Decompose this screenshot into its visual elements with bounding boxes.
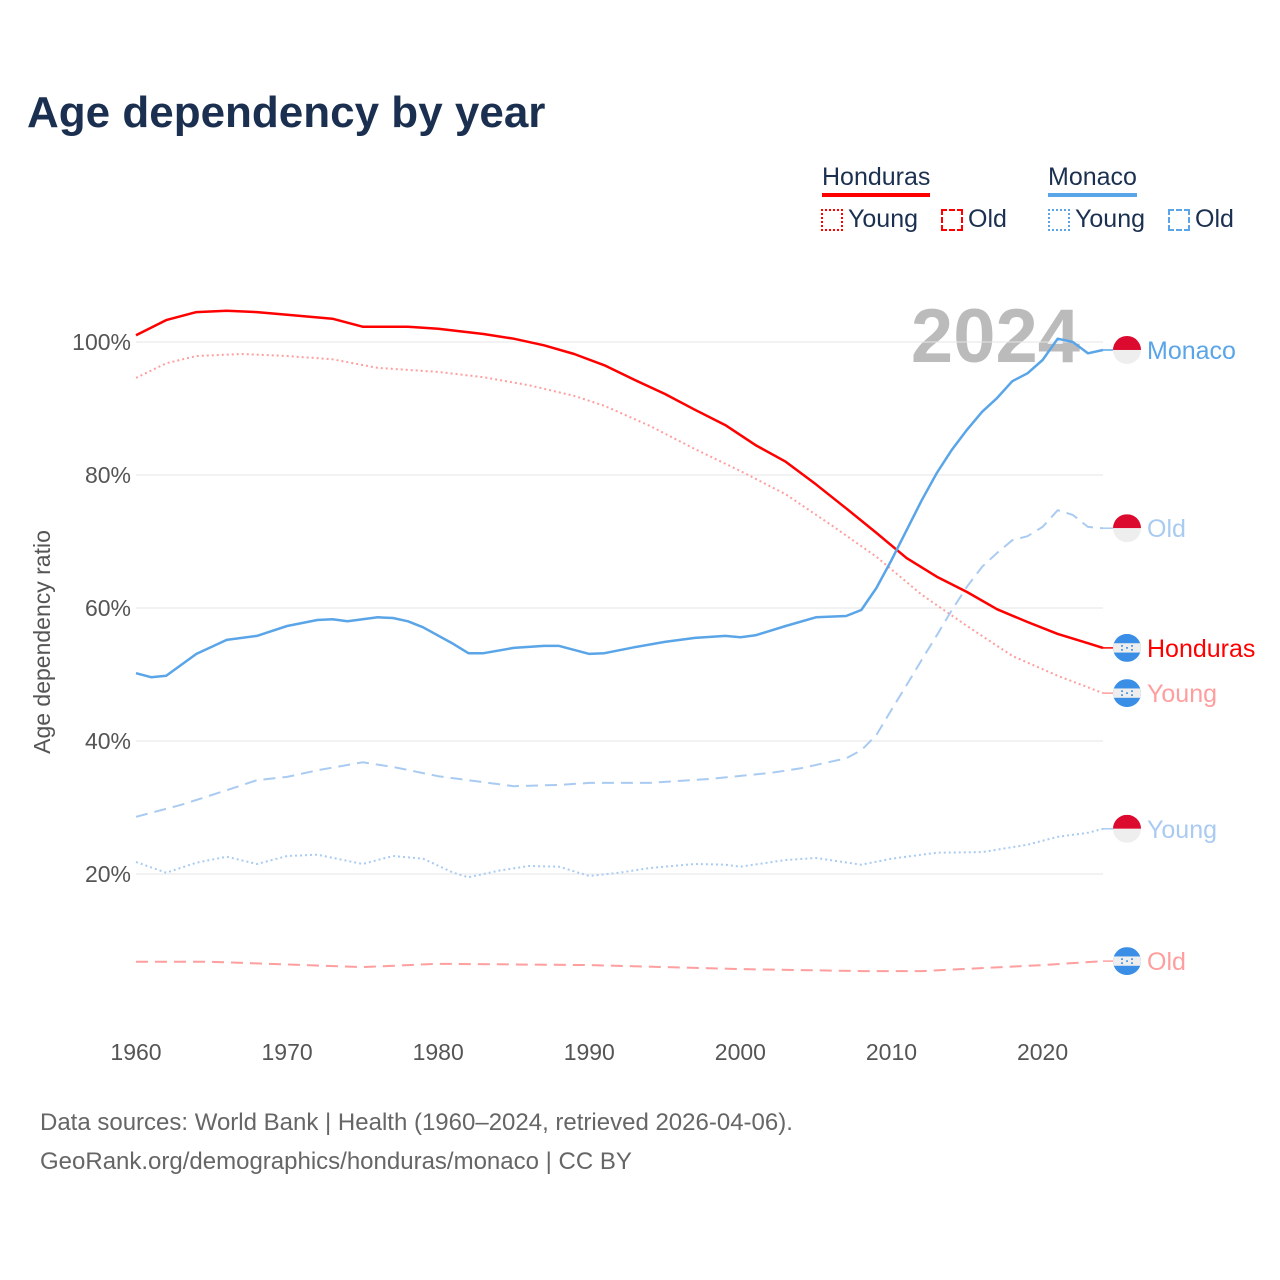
y-axis-label: Age dependency ratio xyxy=(29,530,55,754)
series-line-monaco-old xyxy=(135,509,1104,818)
x-tick-label: 2010 xyxy=(866,1039,917,1065)
legend-monaco-young[interactable]: Young xyxy=(1048,205,1145,234)
legend-monaco-old[interactable]: Old xyxy=(1168,205,1234,234)
legend-label: Young xyxy=(848,205,918,233)
source-line-1: Data sources: World Bank | Health (1960–… xyxy=(40,1109,793,1136)
monaco-flag-icon xyxy=(1113,514,1141,543)
y-tick-label: 40% xyxy=(85,728,131,754)
series-line-honduras xyxy=(135,309,1104,650)
y-tick-label: 80% xyxy=(85,462,131,488)
x-tick-label: 1970 xyxy=(262,1039,313,1065)
series-line-monaco-young xyxy=(135,827,1104,879)
legend-label: Old xyxy=(1195,205,1234,233)
x-tick-label: 1960 xyxy=(110,1039,161,1065)
dotted-swatch-icon xyxy=(1048,208,1070,231)
series-line-monaco xyxy=(135,337,1104,679)
y-tick-label: 20% xyxy=(85,861,131,887)
honduras-flag-icon xyxy=(1113,947,1141,976)
y-tick-label: 100% xyxy=(72,329,131,355)
end-label: Young xyxy=(1147,680,1217,708)
honduras-flag-icon xyxy=(1113,633,1141,662)
end-label: Old xyxy=(1147,515,1186,543)
year-watermark: 2024 xyxy=(911,294,1080,379)
x-tick-label: 1990 xyxy=(564,1039,615,1065)
dashed-swatch-icon xyxy=(1168,208,1190,231)
dashed-swatch-icon xyxy=(941,208,963,231)
chart-title: Age dependency by year xyxy=(27,88,546,137)
legend-honduras[interactable]: Honduras xyxy=(822,163,931,197)
legend-honduras-old[interactable]: Old xyxy=(941,205,1007,234)
monaco-flag-icon xyxy=(1113,814,1141,843)
end-label: Young xyxy=(1147,816,1217,844)
series-line-honduras-old xyxy=(136,960,1104,973)
end-label: Old xyxy=(1147,948,1186,976)
monaco-flag-icon xyxy=(1113,335,1141,364)
end-label: Monaco xyxy=(1147,337,1236,365)
source-line-2[interactable]: GeoRank.org/demographics/honduras/monaco… xyxy=(40,1148,632,1175)
x-tick-label: 2020 xyxy=(1017,1039,1068,1065)
y-tick-label: 60% xyxy=(85,595,131,621)
legend-label: Young xyxy=(1075,205,1145,233)
honduras-flag-icon xyxy=(1113,679,1141,708)
legend-honduras-young[interactable]: Young xyxy=(821,205,918,234)
dotted-swatch-icon xyxy=(821,208,843,231)
x-tick-label: 1980 xyxy=(413,1039,464,1065)
legend-label: Old xyxy=(968,205,1007,233)
series-line-honduras-young xyxy=(135,353,1104,695)
x-tick-label: 2000 xyxy=(715,1039,766,1065)
legend-monaco[interactable]: Monaco xyxy=(1048,163,1137,197)
end-label: Honduras xyxy=(1147,635,1255,663)
